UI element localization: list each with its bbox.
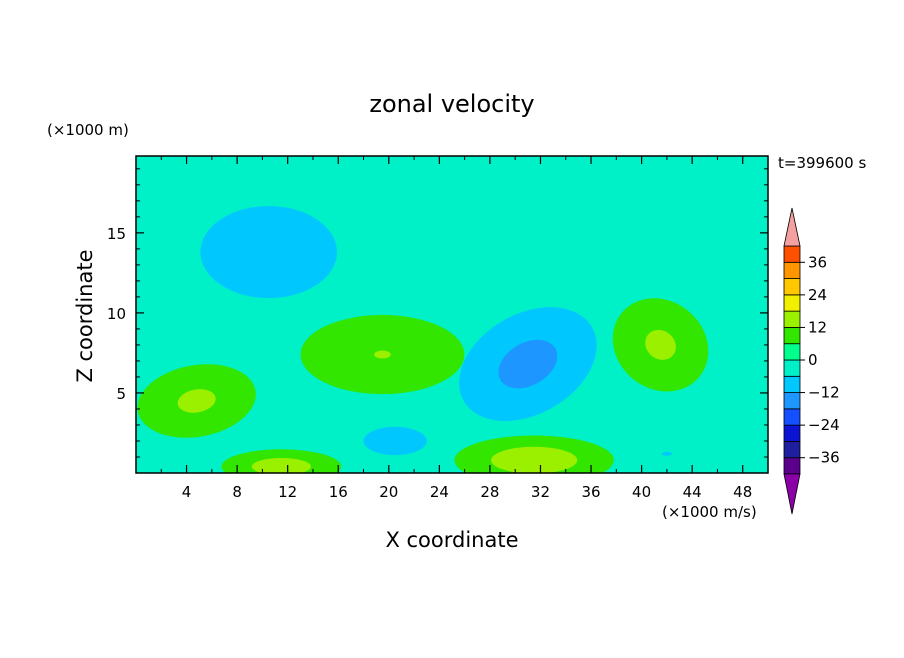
colorbar-swatch	[783, 278, 801, 296]
colorbar-swatch	[783, 245, 801, 263]
colorbar-tick-label: 36	[808, 253, 827, 271]
y-axis: 5 10 15	[107, 168, 768, 458]
x-tick-label: 16	[329, 483, 348, 501]
colorbar-tick-label: 0	[808, 351, 818, 369]
colorbar-swatch	[783, 392, 801, 410]
x-tick-label: 48	[733, 483, 752, 501]
contour-field	[136, 156, 768, 473]
contour-band	[661, 451, 673, 456]
contour-feature-2	[200, 205, 338, 299]
colorbar-swatch	[783, 294, 801, 312]
y-axis-unit: (×1000 m)	[47, 121, 129, 139]
x-tick-label: 20	[379, 483, 398, 501]
colorbar-tick-label: −36	[808, 449, 840, 467]
contour-band	[645, 329, 676, 360]
contour-feature-9	[454, 435, 614, 473]
time-label: t=399600 s	[778, 154, 866, 172]
x-tick-label: 8	[232, 483, 242, 501]
contour-feature-6	[300, 314, 465, 395]
y-tick-label: 15	[107, 225, 126, 243]
y-tick-label: 10	[107, 305, 126, 323]
colorbar-swatch	[783, 359, 801, 377]
contour-band	[251, 457, 311, 473]
colorbar-swatch	[783, 408, 801, 426]
x-axis: 4 8 12 16 20 24 28 32 36 40 44 48	[160, 156, 752, 501]
colorbar-swatch	[783, 457, 801, 475]
x-tick-label: 44	[683, 483, 702, 501]
colorbar-over-arrow	[783, 207, 801, 247]
colorbar-swatch	[783, 343, 801, 361]
contour-feature-5	[661, 451, 673, 456]
contour-feature-3	[283, 262, 292, 267]
y-tick-label: 5	[116, 385, 126, 403]
colorbar-tick-label: −12	[808, 384, 840, 402]
colorbar: 36 24 12 0 −12 −24 −36	[783, 207, 840, 515]
x-axis-label: X coordinate	[385, 528, 518, 552]
x-tick-label: 28	[480, 483, 499, 501]
contour-feature-8	[612, 298, 709, 392]
contour-band	[491, 446, 578, 473]
colorbar-swatch	[783, 261, 801, 279]
colorbar-swatch	[783, 424, 801, 442]
colorbar-swatch	[783, 327, 801, 345]
x-tick-label: 24	[430, 483, 449, 501]
x-tick-label: 40	[632, 483, 651, 501]
colorbar-tick-label: 12	[808, 318, 827, 336]
colorbar-tick-label: −24	[808, 416, 840, 434]
colorbar-swatch	[783, 441, 801, 459]
colorbar-swatch	[783, 310, 801, 328]
plot-frame	[135, 155, 769, 474]
contour-band	[498, 339, 558, 389]
x-tick-label: 36	[581, 483, 600, 501]
chart-title: zonal velocity	[369, 90, 534, 118]
contour-feature-1	[459, 307, 597, 422]
y-axis-label: Z coordinate	[73, 249, 97, 382]
contour-feature-7	[137, 364, 256, 438]
x-tick-label: 12	[278, 483, 297, 501]
x-axis-unit: (×1000 m/s)	[662, 503, 757, 521]
contour-feature-10	[221, 449, 342, 473]
colorbar-under-arrow	[783, 473, 801, 515]
x-tick-label: 4	[182, 483, 192, 501]
colorbar-tick-label: 24	[808, 286, 827, 304]
colorbar-swatch	[783, 375, 801, 393]
contour-band	[363, 426, 427, 456]
contour-feature-4	[363, 426, 427, 456]
contour-band	[200, 205, 338, 299]
contour-band	[374, 350, 391, 359]
contour-band	[177, 389, 216, 413]
contour-band	[283, 262, 292, 267]
x-tick-label: 32	[531, 483, 550, 501]
